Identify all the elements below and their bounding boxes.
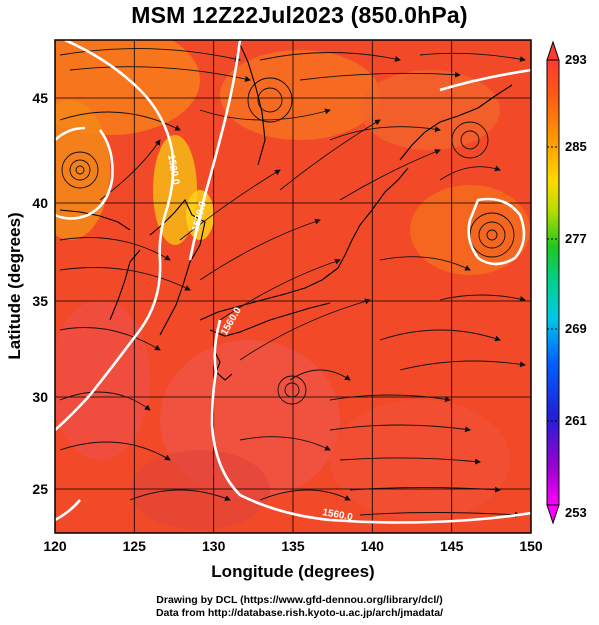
- credit-line-dcl: Drawing by DCL (https://www.gfd-dennou.o…: [156, 594, 443, 606]
- lat-tick-label: 25: [32, 481, 48, 497]
- wind-streamlines: [59, 48, 526, 518]
- map-frame: [54, 39, 532, 534]
- lat-tick-label: 45: [32, 90, 48, 106]
- lat-tick-label: 35: [32, 293, 48, 309]
- lon-tick-label: 120: [43, 538, 67, 554]
- colorbar: 293 285 277 269 261 253: [546, 40, 587, 525]
- colorbar-tick-label: 277: [565, 231, 587, 246]
- lon-tick-labels: 120 125 130 135 140 145 150: [43, 538, 543, 554]
- x-axis-label: Longitude (degrees): [211, 562, 374, 581]
- height-contours: [55, 40, 531, 524]
- lon-tick-label: 125: [123, 538, 147, 554]
- lat-tick-label: 30: [32, 389, 48, 405]
- colorbar-tick-label: 269: [565, 321, 587, 336]
- lon-tick-label: 140: [361, 538, 385, 554]
- lat-tick-labels: 25 30 35 40 45: [32, 90, 48, 497]
- contour-label: 1520.0: [165, 154, 181, 186]
- map-title: MSM 12Z22Jul2023 (850.0hPa): [131, 2, 468, 28]
- contour-label: 1560.0: [321, 507, 353, 523]
- coastlines: [59, 40, 513, 381]
- cyclone-vortices: [61, 77, 515, 405]
- lat-tick-label: 40: [32, 195, 48, 211]
- colorbar-tick-label: 261: [565, 413, 587, 428]
- y-axis-label: Latitude (degrees): [5, 212, 24, 359]
- temperature-field: [55, 40, 531, 533]
- lon-tick-label: 150: [519, 538, 543, 554]
- colorbar-tick-label: 293: [565, 52, 587, 67]
- lon-tick-label: 130: [202, 538, 226, 554]
- lon-tick-label: 135: [281, 538, 305, 554]
- colorbar-tick-label: 285: [565, 139, 587, 154]
- credit-line-data: Data from http://database.rish.kyoto-u.a…: [155, 607, 444, 619]
- colorbar-tick-label: 253: [565, 505, 587, 520]
- lon-tick-label: 145: [440, 538, 464, 554]
